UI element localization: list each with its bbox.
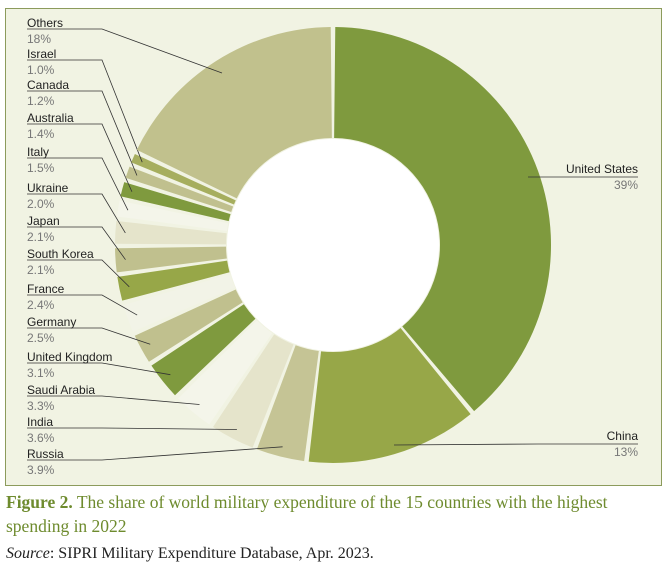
value-italy: 1.5% — [27, 161, 55, 175]
value-japan: 2.1% — [27, 230, 55, 244]
leader-israel — [27, 59, 143, 163]
value-russia: 3.9% — [27, 463, 55, 477]
label-south-korea: South Korea — [27, 247, 94, 261]
label-france: France — [27, 282, 65, 296]
value-france: 2.4% — [27, 298, 55, 312]
label-others: Others — [27, 16, 63, 30]
slice-south-korea — [117, 260, 230, 301]
value-china: 13% — [614, 445, 638, 459]
leader-ukraine — [27, 193, 126, 234]
value-germany: 2.5% — [27, 331, 55, 345]
caption-text: The share of world military expenditure … — [6, 492, 608, 536]
label-china: China — [607, 429, 639, 443]
leader-others — [27, 28, 223, 74]
slice-germany — [134, 289, 243, 362]
value-united-kingdom: 3.1% — [27, 366, 55, 380]
leader-south-korea — [27, 259, 130, 288]
leader-india — [27, 427, 237, 430]
slice-others — [136, 27, 332, 199]
slice-russia — [256, 345, 319, 462]
slice-australia — [120, 182, 231, 222]
label-canada: Canada — [27, 78, 69, 92]
label-united-kingdom: United Kingdom — [27, 350, 112, 364]
slice-ukraine — [115, 220, 227, 245]
leader-china — [393, 443, 638, 446]
source-label: Source — [6, 545, 50, 562]
slice-israel — [131, 154, 236, 205]
slice-china — [308, 327, 471, 463]
leader-canada — [27, 90, 138, 176]
slice-japan — [115, 246, 227, 273]
value-israel: 1.0% — [27, 63, 55, 77]
leader-saudi-arabia — [27, 395, 200, 405]
slice-france — [123, 274, 235, 332]
donut-hole — [227, 139, 439, 351]
value-canada: 1.2% — [27, 94, 55, 108]
slice-canada — [125, 166, 234, 213]
label-israel: Israel — [27, 47, 56, 61]
value-others: 18% — [27, 32, 51, 46]
label-germany: Germany — [27, 315, 76, 329]
label-saudi-arabia: Saudi Arabia — [27, 383, 95, 397]
label-italy: Italy — [27, 145, 49, 159]
leader-united-kingdom — [27, 362, 171, 376]
leader-germany — [27, 327, 151, 345]
source-note: Source: SIPRI Military Expenditure Datab… — [6, 545, 656, 563]
value-australia: 1.4% — [27, 127, 55, 141]
label-japan: Japan — [27, 214, 60, 228]
leader-russia — [27, 446, 283, 461]
label-united-states: United States — [566, 162, 638, 176]
label-australia: Australia — [27, 111, 74, 125]
slice-united-kingdom — [151, 304, 256, 396]
value-united-states: 39% — [614, 178, 638, 192]
slice-united-states — [334, 27, 551, 412]
value-south-korea: 2.1% — [27, 263, 55, 277]
slice-saudi-arabia — [178, 320, 273, 425]
figure-label: Figure 2. — [6, 492, 73, 512]
label-russia: Russia — [27, 447, 64, 461]
label-ukraine: Ukraine — [27, 181, 69, 195]
slice-india — [213, 334, 294, 448]
source-text: : SIPRI Military Expenditure Database, A… — [49, 545, 374, 562]
leader-japan — [27, 226, 126, 260]
value-saudi-arabia: 3.3% — [27, 399, 55, 413]
leader-france — [27, 294, 138, 316]
leader-australia — [27, 123, 133, 192]
leader-italy — [27, 157, 129, 211]
value-ukraine: 2.0% — [27, 197, 55, 211]
figure-caption: Figure 2. The share of world military ex… — [6, 490, 656, 538]
slice-italy — [116, 200, 229, 231]
label-india: India — [27, 415, 53, 429]
value-india: 3.6% — [27, 431, 55, 445]
donut-chart: United States 39% China 13% Russia 3.9% India 3… — [27, 16, 639, 477]
